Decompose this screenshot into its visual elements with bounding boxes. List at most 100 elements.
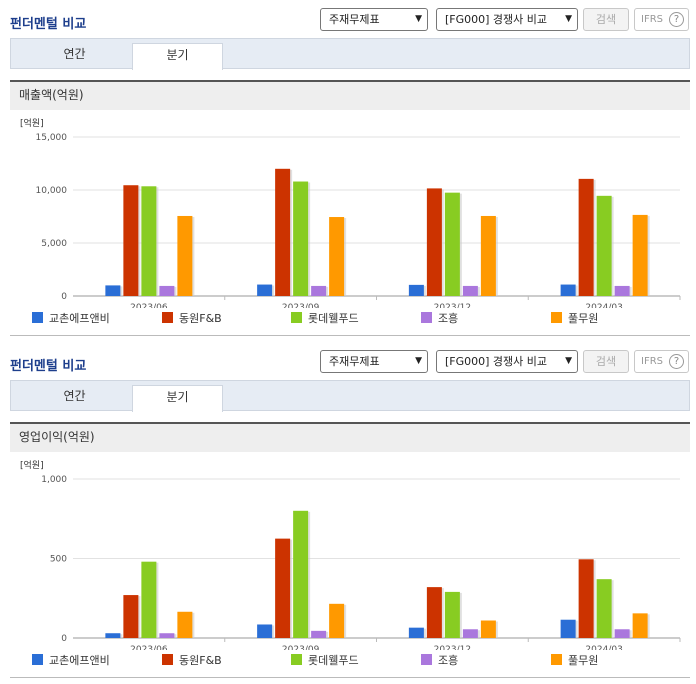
operating-profit-bar-chart: [억원] 1,000 500 0 2023/06 2023/09 2023/12 2024/0… <box>20 459 681 650</box>
bar-3-2[interactable] <box>462 285 478 296</box>
bar-2-0[interactable] <box>141 561 157 638</box>
bar-2-2[interactable] <box>444 192 460 296</box>
legend-swatch <box>551 654 562 665</box>
x-tick-label: 2023/12 <box>434 645 471 650</box>
x-tick-label: 2023/09 <box>282 645 320 650</box>
legend-item[interactable]: 교촌에프앤비 <box>32 654 110 668</box>
legend-swatch <box>32 312 43 323</box>
bar-4-0[interactable] <box>177 611 193 638</box>
bar-2-2[interactable] <box>444 591 460 638</box>
legend-item[interactable]: 풀무원 <box>551 654 598 668</box>
sales-bar-chart: [억원] 15,000 10,000 5,000 0 2023/06 2023/09 2023… <box>20 117 681 308</box>
legend-label: 교촌에프앤비 <box>49 312 110 325</box>
legend-swatch <box>291 312 302 323</box>
bar-4-1[interactable] <box>329 217 345 296</box>
bar-1-2[interactable] <box>426 587 442 638</box>
legend-label: 동원F&B <box>179 312 222 325</box>
bar-3-1[interactable] <box>311 285 327 296</box>
fundamental-section-sales: 펀더멘털 비교 주재무제표 ▼ [FG000] 경쟁사 비교 ▼ 검색 IFRS? … <box>10 8 690 336</box>
bar-2-3[interactable] <box>596 195 612 296</box>
statement-select[interactable]: 주재무제표 ▼ <box>320 350 428 373</box>
bar-3-1[interactable] <box>311 630 327 638</box>
x-tick-label: 2023/12 <box>434 303 471 308</box>
bar-4-2[interactable] <box>480 215 496 296</box>
y-tick-label: 0 <box>61 634 67 644</box>
chevron-down-icon: ▼ <box>565 14 572 24</box>
legend-label: 롯데웰푸드 <box>308 312 359 325</box>
group-select[interactable]: [FG000] 경쟁사 비교 ▼ <box>436 350 578 373</box>
bar-4-3[interactable] <box>632 214 648 296</box>
statement-select-value: 주재무제표 <box>329 13 380 26</box>
panel-divider <box>10 335 690 336</box>
x-tick-label: 2024/03 <box>585 303 622 308</box>
chevron-down-icon: ▼ <box>415 14 422 24</box>
bar-3-3[interactable] <box>614 629 630 638</box>
bar-2-1[interactable] <box>293 510 309 638</box>
bar-4-3[interactable] <box>632 613 648 638</box>
bar-4-2[interactable] <box>480 620 496 638</box>
search-button[interactable]: 검색 <box>583 350 629 373</box>
x-tick-label: 2023/09 <box>282 303 320 308</box>
statement-select[interactable]: 주재무제표 ▼ <box>320 8 428 31</box>
bar-1-3[interactable] <box>578 559 594 638</box>
legend-item[interactable]: 동원F&B <box>162 654 222 668</box>
section-title: 펀더멘털 비교 <box>10 17 87 32</box>
bar-4-1[interactable] <box>329 603 345 638</box>
bar-3-0[interactable] <box>159 633 175 638</box>
fundamental-section-operating-profit: 펀더멘털 비교 주재무제표 ▼ [FG000] 경쟁사 비교 ▼ 검색 IFRS? … <box>0 342 696 684</box>
legend-item[interactable]: 조흥 <box>421 312 458 326</box>
bar-0-1[interactable] <box>257 624 273 638</box>
bar-1-1[interactable] <box>275 538 291 638</box>
tab-annual[interactable]: 연간 <box>63 389 86 403</box>
tab-quarter[interactable]: 분기 <box>132 385 223 412</box>
bar-1-2[interactable] <box>426 188 442 296</box>
bar-1-0[interactable] <box>123 595 139 638</box>
group-select-value: [FG000] 경쟁사 비교 <box>445 355 548 368</box>
bar-2-3[interactable] <box>596 579 612 638</box>
legend-label: 풀무원 <box>568 654 599 667</box>
y-tick-label: 500 <box>50 555 67 565</box>
ifrs-label: IFRS <box>641 356 663 367</box>
bar-4-0[interactable] <box>177 215 193 296</box>
legend-swatch <box>551 312 562 323</box>
bar-0-3[interactable] <box>560 284 576 296</box>
bar-1-1[interactable] <box>275 168 291 296</box>
bar-3-3[interactable] <box>614 285 630 296</box>
tab-annual[interactable]: 연간 <box>63 47 86 61</box>
ifrs-help-button[interactable]: IFRS? <box>634 8 689 31</box>
y-tick-label: 15,000 <box>36 133 68 143</box>
legend-label: 롯데웰푸드 <box>308 654 359 667</box>
ifrs-help-button[interactable]: IFRS? <box>634 350 689 373</box>
legend-swatch <box>162 654 173 665</box>
legend-item[interactable]: 롯데웰푸드 <box>291 654 359 668</box>
bar-0-3[interactable] <box>560 619 576 638</box>
bar-0-0[interactable] <box>105 633 121 638</box>
group-select-value: [FG000] 경쟁사 비교 <box>445 13 548 26</box>
bar-2-0[interactable] <box>141 186 157 296</box>
legend-item[interactable]: 조흥 <box>421 654 458 668</box>
tab-quarter[interactable]: 분기 <box>132 43 223 70</box>
bar-0-2[interactable] <box>408 627 424 638</box>
legend-item[interactable]: 교촌에프앤비 <box>32 312 110 326</box>
group-select[interactable]: [FG000] 경쟁사 비교 ▼ <box>436 8 578 31</box>
legend-item[interactable]: 동원F&B <box>162 312 222 326</box>
chart-panel-title: 매출액(억원) <box>10 80 690 110</box>
bar-0-2[interactable] <box>408 284 424 296</box>
chevron-down-icon: ▼ <box>565 356 572 366</box>
search-button[interactable]: 검색 <box>583 8 629 31</box>
legend-item[interactable]: 풀무원 <box>551 312 598 326</box>
bar-3-0[interactable] <box>159 285 175 296</box>
y-unit-label: [억원] <box>20 117 44 129</box>
legend-swatch <box>421 312 432 323</box>
y-tick-label: 1,000 <box>41 475 67 485</box>
bar-1-0[interactable] <box>123 185 139 296</box>
bar-2-1[interactable] <box>293 181 309 296</box>
bar-3-2[interactable] <box>462 629 478 638</box>
bar-1-3[interactable] <box>578 178 594 296</box>
legend-item[interactable]: 롯데웰푸드 <box>291 312 359 326</box>
legend-label: 동원F&B <box>179 654 222 667</box>
help-icon: ? <box>669 12 684 27</box>
statement-select-value: 주재무제표 <box>329 355 380 368</box>
bar-0-1[interactable] <box>257 284 273 296</box>
bar-0-0[interactable] <box>105 285 121 296</box>
